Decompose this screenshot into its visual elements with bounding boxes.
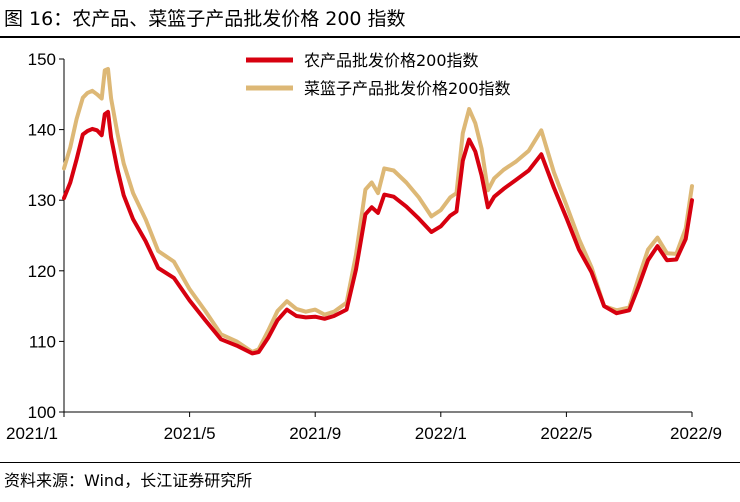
x-tick-label: 2021/1 (6, 424, 58, 443)
y-tick-label: 120 (28, 262, 56, 281)
chart-plot-area (62, 66, 694, 356)
line-chart: 100 110 120 130 140 150 2021/1 2021/5 2021/9 2022… (6, 50, 722, 443)
y-tick-label: 140 (28, 121, 56, 140)
x-tick-label: 2021/5 (164, 424, 216, 443)
figure-title: 图 16：农产品、菜篮子产品批发价格 200 指数 (4, 8, 406, 30)
chart-axes: 100 110 120 130 140 150 2021/1 2021/5 2021/9 2022… (6, 50, 722, 443)
y-tick-label: 110 (29, 332, 56, 351)
series-line-agricultural (62, 109, 694, 356)
series-line-vegetable-basket (62, 66, 694, 354)
source-rule (0, 462, 740, 463)
x-tick-label: 2021/9 (289, 424, 341, 443)
y-tick-label: 150 (28, 50, 56, 69)
x-tick-label: 2022/1 (415, 424, 467, 443)
title-rule (0, 36, 740, 38)
y-tick-label: 130 (28, 191, 56, 210)
x-tick-label: 2022/9 (670, 424, 722, 443)
y-tick-label: 100 (28, 403, 56, 422)
legend-label: 农产品批发价格200指数 (304, 51, 479, 70)
legend-label: 菜篮子产品批发价格200指数 (304, 79, 511, 98)
figure-source: 资料来源：Wind，长江证券研究所 (4, 471, 253, 490)
x-tick-label: 2022/5 (540, 424, 592, 443)
